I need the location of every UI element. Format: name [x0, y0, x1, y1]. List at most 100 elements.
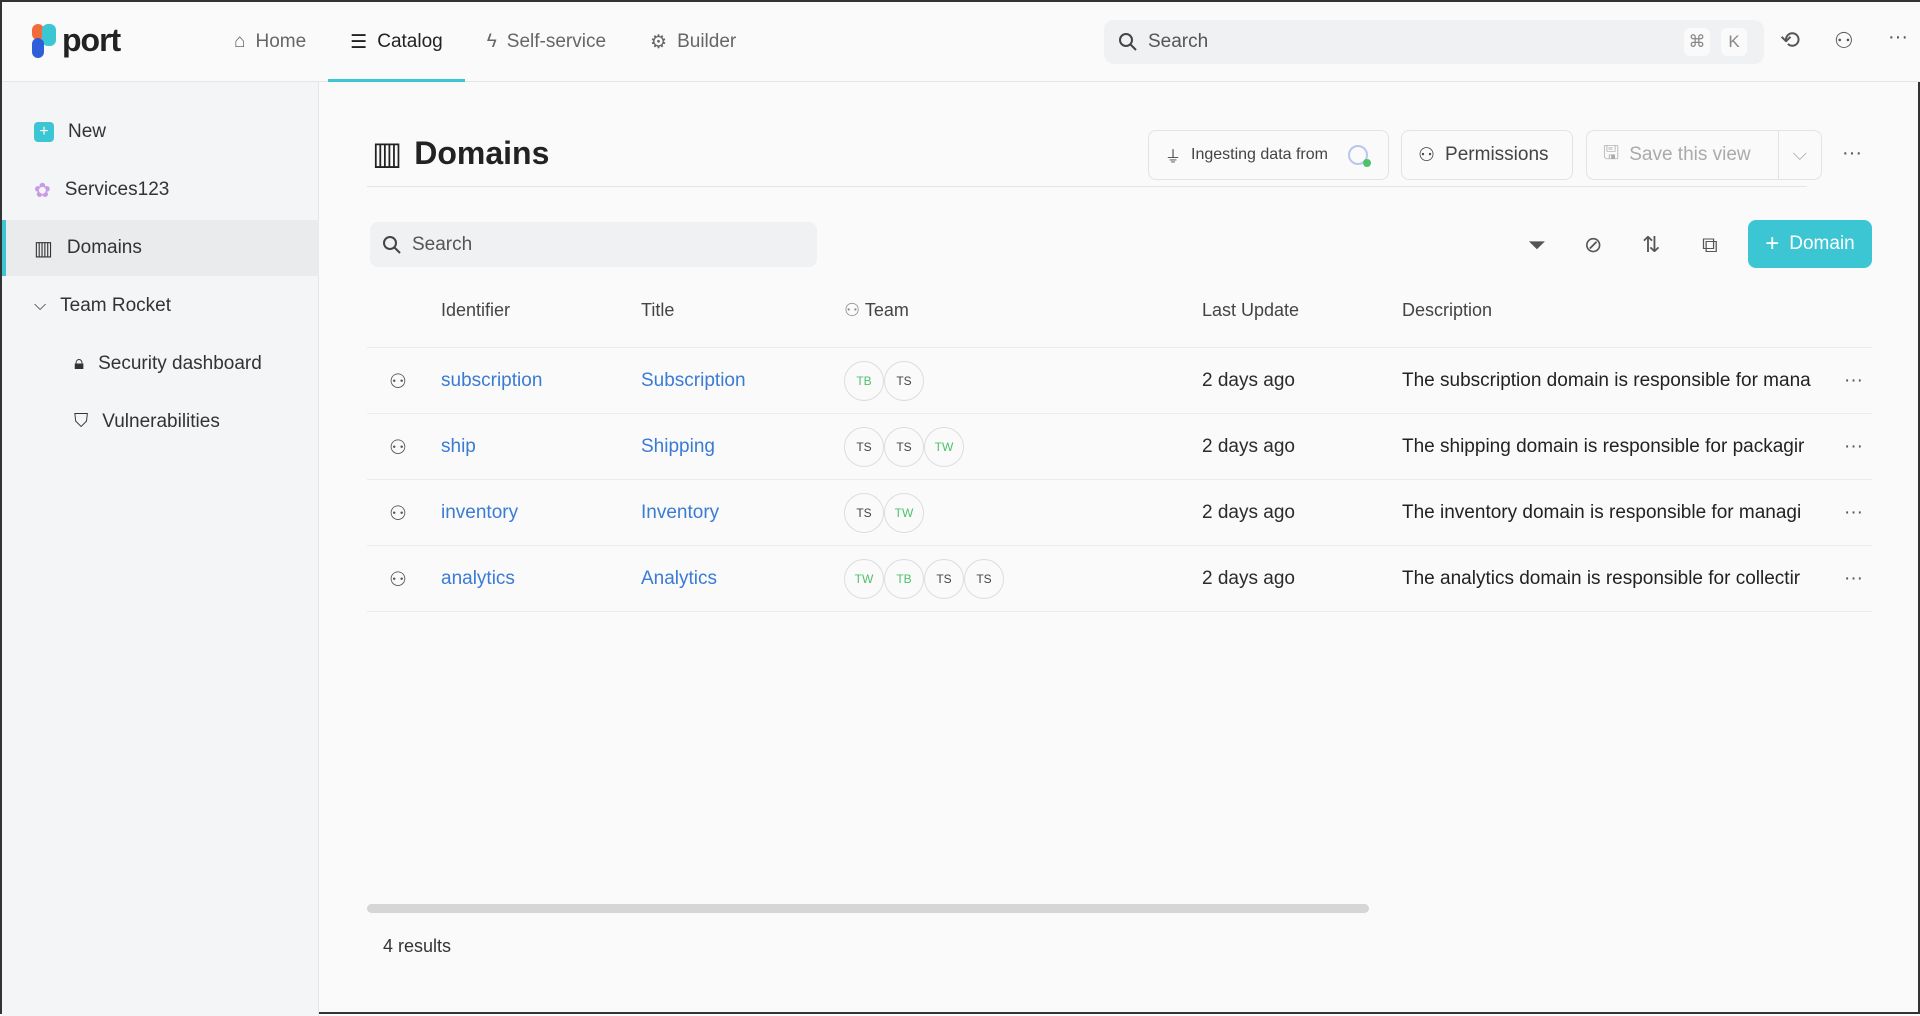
kbd-cmd: ⌘	[1684, 28, 1710, 56]
domain-icon: ⚇	[389, 370, 407, 393]
table-icon: ▥	[372, 135, 403, 171]
global-search-input[interactable]: Search ⌘ K	[1104, 20, 1764, 64]
ingesting-label: Ingesting data from	[1191, 146, 1328, 163]
page-title: ▥ Domains	[372, 134, 549, 172]
column-header-team[interactable]: ⚇ Team	[844, 300, 909, 321]
team-icon[interactable]: ⚇	[1834, 28, 1854, 53]
sort-icon[interactable]: ⇅	[1642, 232, 1661, 257]
sidebar-folder-team-rocket[interactable]: ⌵ Team Rocket	[2, 278, 319, 334]
page-title-text: Domains	[414, 134, 550, 171]
table-row[interactable]: ⚇ analytics Analytics TW TB TS TS 2 days ag…	[367, 545, 1872, 611]
team-avatar[interactable]: TS	[964, 559, 1004, 599]
search-placeholder: Search	[1148, 31, 1209, 52]
group-icon[interactable]: ⧉	[1702, 232, 1718, 257]
search-icon	[1119, 33, 1137, 51]
column-header-label: Team	[864, 300, 909, 320]
sidebar: + New ✿ Services123 ▥ Domains ⌵ Team Rocket …	[2, 82, 319, 1016]
horizontal-scrollbar[interactable]	[367, 904, 1369, 913]
team-avatar[interactable]: TW	[924, 427, 964, 467]
team-avatar[interactable]: TW	[844, 559, 884, 599]
more-icon[interactable]: ···	[1888, 26, 1908, 48]
title-link[interactable]: Inventory	[641, 502, 720, 523]
team-avatar[interactable]: TS	[844, 493, 884, 533]
nav-catalog[interactable]: ☰ Catalog	[328, 2, 465, 82]
port-logo[interactable]: port	[32, 22, 121, 59]
team-avatar[interactable]: TB	[844, 361, 884, 401]
history-icon[interactable]: ⟲	[1780, 27, 1801, 54]
sidebar-item-vulnerabilities[interactable]: ⛉ Vulnerabilities	[2, 394, 319, 450]
domain-icon: ⚇	[389, 436, 407, 459]
sidebar-item-label: Security dashboard	[98, 353, 262, 374]
identifier-link[interactable]: analytics	[441, 568, 515, 589]
home-icon: ⌂	[234, 31, 246, 52]
divider	[367, 186, 1807, 187]
identifier-link[interactable]: subscription	[441, 370, 543, 391]
top-bar: port ⌂ Home ☰ Catalog ϟ Self-service ⚙ Build…	[2, 2, 1920, 82]
blueprint-icon: ✿	[34, 179, 51, 202]
team-avatar[interactable]: TB	[884, 559, 924, 599]
team-avatar[interactable]: TS	[884, 361, 924, 401]
chevron-down-icon[interactable]: ⌵	[1777, 131, 1821, 179]
bolt-icon: ϟ	[486, 31, 497, 52]
permissions-button[interactable]: ⚇ Permissions	[1401, 130, 1573, 180]
team-avatar[interactable]: TS	[884, 427, 924, 467]
lock-icon: 🔒︎	[74, 353, 85, 374]
page-more-icon[interactable]: ···	[1842, 142, 1862, 164]
description: The subscription domain is responsible f…	[1402, 370, 1811, 391]
team-icon: ⚇	[844, 300, 865, 320]
identifier-link[interactable]: inventory	[441, 502, 519, 523]
table-icon: ▥	[34, 237, 53, 260]
nav-home[interactable]: ⌂ Home	[212, 2, 328, 82]
row-more-icon[interactable]: ···	[1844, 370, 1863, 391]
last-update: 2 days ago	[1202, 436, 1295, 457]
add-domain-button[interactable]: + Domain	[1748, 220, 1872, 268]
plus-square-icon: +	[34, 122, 54, 142]
last-update: 2 days ago	[1202, 502, 1295, 523]
nav-label: Self-service	[506, 31, 607, 52]
column-header-description[interactable]: Description	[1402, 300, 1493, 320]
nav-label: Home	[255, 31, 307, 52]
row-more-icon[interactable]: ···	[1844, 568, 1863, 589]
column-header-identifier[interactable]: Identifier	[441, 300, 511, 320]
row-more-icon[interactable]: ···	[1844, 436, 1863, 457]
team-avatars: TW TB TS TS	[844, 546, 1004, 612]
table-search-input[interactable]: Search	[370, 222, 817, 267]
sidebar-item-label: Domains	[66, 237, 142, 258]
shield-icon: ⛉	[74, 411, 89, 432]
team-avatar[interactable]: TS	[844, 427, 884, 467]
domain-icon: ⚇	[389, 502, 407, 525]
team-avatar[interactable]: TW	[884, 493, 924, 533]
row-more-icon[interactable]: ···	[1844, 502, 1863, 523]
nav-label: Builder	[677, 31, 737, 52]
sidebar-item-label: Vulnerabilities	[102, 411, 220, 432]
save-view-button[interactable]: 🖫︎ Save this view ⌵	[1586, 130, 1822, 180]
search-icon	[383, 235, 401, 254]
title-link[interactable]: Shipping	[641, 436, 715, 457]
domain-icon: ⚇	[389, 568, 407, 591]
column-header-last-update[interactable]: Last Update	[1202, 300, 1300, 320]
team-avatar[interactable]: TS	[924, 559, 964, 599]
main-nav: ⌂ Home ☰ Catalog ϟ Self-service ⚙ Builder	[212, 2, 758, 82]
save-view-label: Save this view	[1629, 144, 1751, 165]
table-row[interactable]: ⚇ subscription Subscription TB TS 2 days …	[367, 347, 1872, 413]
title-link[interactable]: Subscription	[641, 370, 746, 391]
filter-icon[interactable]: ⏷	[1528, 232, 1546, 257]
nav-self-service[interactable]: ϟ Self-service	[465, 2, 628, 82]
ingesting-data-button[interactable]: ⏚ Ingesting data from	[1148, 130, 1389, 180]
sidebar-item-domains[interactable]: ▥ Domains	[2, 220, 319, 276]
kbd-k: K	[1721, 28, 1747, 56]
description: The shipping domain is responsible for p…	[1402, 436, 1805, 457]
nav-builder[interactable]: ⚙ Builder	[628, 2, 758, 82]
sidebar-item-services123[interactable]: ✿ Services123	[2, 162, 319, 218]
hide-columns-icon[interactable]: ⊘	[1584, 232, 1603, 257]
last-update: 2 days ago	[1202, 568, 1295, 589]
title-link[interactable]: Analytics	[641, 568, 718, 589]
sidebar-item-new[interactable]: + New	[2, 104, 319, 160]
sidebar-item-security-dashboard[interactable]: 🔒︎ Security dashboard	[2, 336, 319, 392]
table-row[interactable]: ⚇ ship Shipping TS TS TW 2 days ago The sh…	[367, 413, 1872, 479]
nav-label: Catalog	[377, 31, 443, 52]
table-row[interactable]: ⚇ inventory Inventory TS TW 2 days ago Th…	[367, 479, 1872, 545]
identifier-link[interactable]: ship	[441, 436, 476, 457]
column-header-title[interactable]: Title	[641, 300, 675, 320]
plug-icon: ⏚	[1165, 149, 1182, 166]
